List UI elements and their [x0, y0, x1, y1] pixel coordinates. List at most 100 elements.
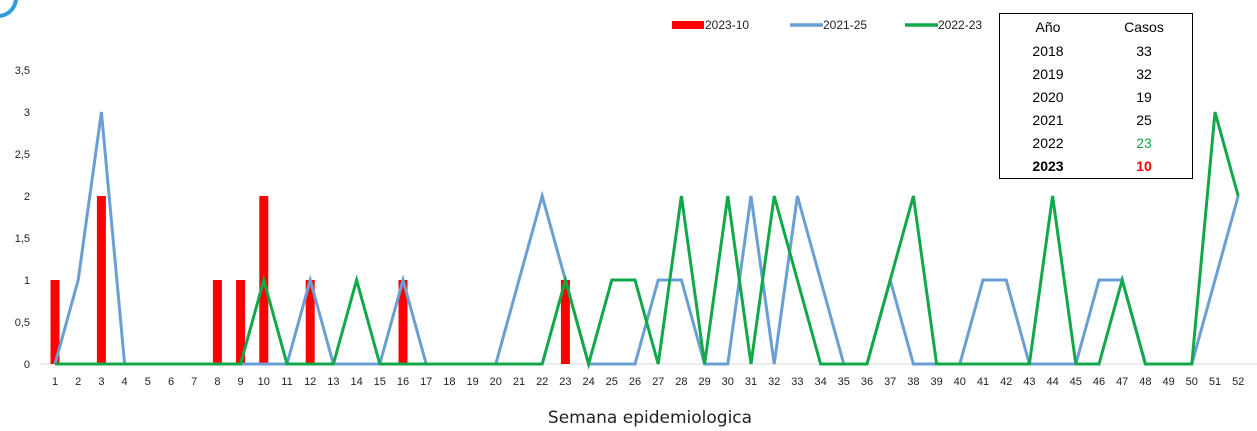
- bar-2023-10: [50, 280, 60, 364]
- x-tick-label: 35: [838, 376, 850, 388]
- x-tick-label: 22: [536, 376, 548, 388]
- line-series-2022-23: [55, 111, 1240, 370]
- bar-2023-10: [305, 280, 315, 364]
- legend: 2023-10 2021-25 2022-23: [672, 18, 982, 32]
- x-tick-label: 5: [145, 376, 151, 388]
- x-tick-label: 45: [1070, 376, 1082, 388]
- table-cell-cases: 10: [1136, 158, 1152, 174]
- x-tick-label: 47: [1116, 376, 1128, 388]
- x-tick-label: 3: [98, 376, 104, 388]
- y-tick-label: 1: [24, 275, 30, 287]
- table-cell-cases: 19: [1136, 89, 1152, 105]
- x-tick-label: 34: [814, 376, 826, 388]
- table-header-year: Año: [1035, 19, 1061, 35]
- x-tick-label: 17: [420, 376, 432, 388]
- x-tick-label: 52: [1232, 376, 1244, 388]
- x-tick-label: 4: [122, 376, 128, 388]
- table-header-cases: Casos: [1124, 19, 1164, 35]
- bar-2023-10: [212, 280, 222, 364]
- x-axis-ticks: 1 2 3 4 5 6 7 8 9 10 11 12 13 14 15 16 17 18 19 20 21 22 23 24 2…: [52, 376, 1244, 388]
- table-cell-year: 2018: [1032, 43, 1064, 59]
- x-tick-label: 21: [513, 376, 525, 388]
- x-tick-label: 42: [1000, 376, 1012, 388]
- x-tick-label: 28: [675, 376, 687, 388]
- x-tick-label: 41: [977, 376, 989, 388]
- x-tick-label: 14: [350, 376, 362, 388]
- y-tick-label: 0,5: [15, 317, 30, 329]
- bar-2023-10: [96, 196, 106, 364]
- x-tick-label: 51: [1209, 376, 1221, 388]
- x-tick-label: 27: [652, 376, 664, 388]
- table-cell-cases: 32: [1136, 66, 1152, 82]
- x-tick-label: 15: [374, 376, 386, 388]
- table-cell-cases: 33: [1136, 43, 1152, 59]
- y-tick-label: 0: [24, 359, 30, 371]
- x-tick-label: 33: [791, 376, 803, 388]
- legend-label: 2022-23: [938, 18, 982, 32]
- table-cell-cases: 23: [1136, 135, 1152, 151]
- x-tick-label: 49: [1162, 376, 1174, 388]
- line-series-layer: [53, 111, 1240, 370]
- x-tick-label: 7: [191, 376, 197, 388]
- x-tick-label: 39: [930, 376, 942, 388]
- table-cell-year: 2022: [1032, 135, 1064, 151]
- x-tick-label: 20: [490, 376, 502, 388]
- x-tick-label: 29: [698, 376, 710, 388]
- table-cell-year: 2021: [1032, 112, 1064, 128]
- x-tick-label: 2: [75, 376, 81, 388]
- x-tick-label: 25: [606, 376, 618, 388]
- table-row: 2019 32: [1000, 63, 1192, 86]
- legend-swatch-bar: [672, 21, 704, 29]
- x-tick-label: 40: [954, 376, 966, 388]
- x-tick-label: 37: [884, 376, 896, 388]
- x-tick-label: 38: [907, 376, 919, 388]
- x-tick-label: 13: [327, 376, 339, 388]
- x-tick-label: 23: [559, 376, 571, 388]
- x-tick-label: 10: [258, 376, 270, 388]
- bar-2023-10: [560, 280, 570, 364]
- y-tick-label: 3,5: [15, 65, 30, 77]
- table-row: 2021 25: [1000, 109, 1192, 132]
- x-tick-label: 24: [582, 376, 594, 388]
- table-row: 2022 23: [1000, 132, 1192, 155]
- table-cell-year: 2019: [1032, 66, 1064, 82]
- y-tick-label: 2: [24, 191, 30, 203]
- x-tick-label: 48: [1139, 376, 1151, 388]
- x-tick-label: 44: [1046, 376, 1058, 388]
- x-tick-label: 1: [52, 376, 58, 388]
- y-tick-label: 3: [24, 107, 30, 119]
- legend-label: 2021-25: [823, 18, 867, 32]
- legend-label: 2023-10: [705, 18, 749, 32]
- x-tick-label: 12: [304, 376, 316, 388]
- table-header-row: Año Casos: [1000, 14, 1192, 40]
- x-tick-label: 6: [168, 376, 174, 388]
- table-cell-year: 2020: [1032, 89, 1064, 105]
- x-tick-label: 26: [629, 376, 641, 388]
- x-tick-label: 16: [397, 376, 409, 388]
- cases-table: Año Casos 2018 33 2019 32 2020 19 2021 2…: [999, 13, 1193, 179]
- y-tick-label: 1,5: [15, 233, 30, 245]
- x-tick-label: 43: [1023, 376, 1035, 388]
- x-tick-label: 36: [861, 376, 873, 388]
- x-tick-label: 9: [238, 376, 244, 388]
- y-tick-label: 2,5: [15, 149, 30, 161]
- table-row: 2020 19: [1000, 86, 1192, 109]
- table-cell-year: 2023: [1032, 158, 1064, 174]
- table-row: 2018 33: [1000, 40, 1192, 63]
- bar-2023-10: [236, 280, 246, 364]
- bar-2023-10: [398, 280, 408, 364]
- x-tick-label: 31: [745, 376, 757, 388]
- x-axis-title: Semana epidemiologica: [548, 408, 752, 428]
- x-tick-label: 18: [443, 376, 455, 388]
- x-tick-label: 50: [1186, 376, 1198, 388]
- x-tick-label: 32: [768, 376, 780, 388]
- x-tick-label: 8: [214, 376, 220, 388]
- x-tick-label: 30: [722, 376, 734, 388]
- x-tick-label: 11: [281, 376, 292, 388]
- y-axis-ticks: 0 0,5 1 1,5 2 2,5 3 3,5: [15, 65, 30, 371]
- x-tick-label: 19: [466, 376, 478, 388]
- x-tick-label: 46: [1093, 376, 1105, 388]
- table-row: 2023 10: [1000, 155, 1192, 178]
- table-cell-cases: 25: [1136, 112, 1152, 128]
